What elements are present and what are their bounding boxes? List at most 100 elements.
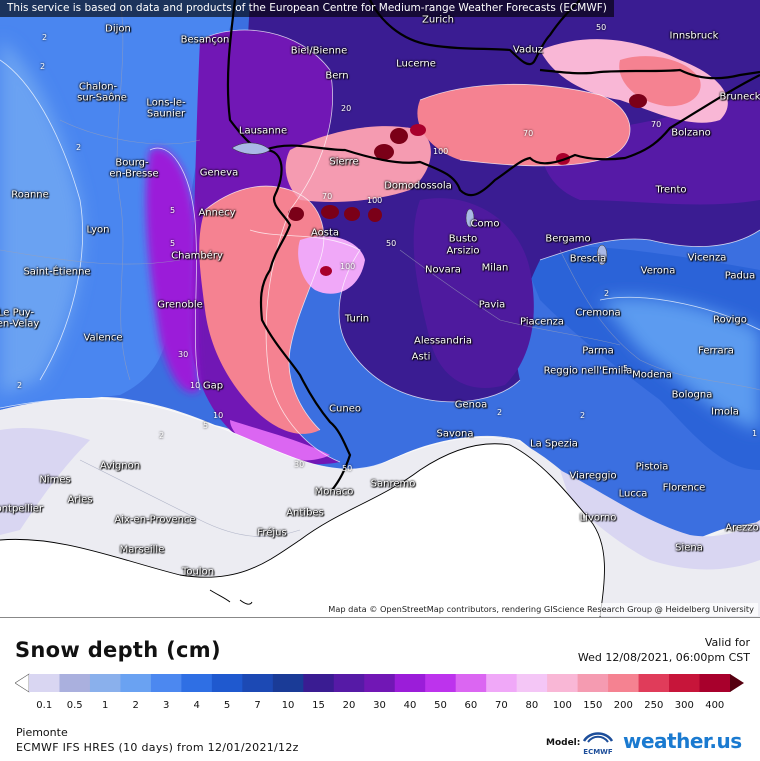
color-scale-swatch [333, 674, 365, 692]
contour-value-label: 2 [604, 289, 610, 298]
city-label: Bologna [671, 389, 713, 401]
contour-value-label: 2 [159, 431, 165, 440]
city-label: Bruneck [719, 91, 760, 103]
model-run-info: ECMWF IFS HRES (10 days) from 12/01/2021… [16, 741, 299, 754]
city-label: Domodossola [384, 180, 452, 192]
color-scale-swatch [181, 674, 213, 692]
contour-value-label: 5 [170, 206, 176, 215]
city-label: Valence [83, 332, 123, 344]
lakes [231, 142, 608, 266]
legend-title: Snow depth (cm) [15, 638, 221, 662]
color-scale-swatch [303, 674, 335, 692]
city-label: Aosta [310, 227, 340, 239]
color-scale-swatch [516, 674, 548, 692]
city-label: Verona [640, 265, 676, 277]
city-label: Reggio nell'Emilia [543, 365, 633, 377]
contour-value-label: 2 [17, 381, 23, 390]
city-label: Ferrara [698, 345, 734, 357]
color-scale-tick-label: 2 [132, 700, 139, 711]
ecmwf-logo: ECMWF [582, 732, 614, 756]
contour-value-label: 100 [367, 196, 383, 205]
snow-depth-map[interactable]: This service is based on data and produc… [0, 0, 760, 617]
city-label: Arles [67, 494, 93, 506]
contour-value-label: 50 [596, 23, 607, 32]
color-scale-max-arrow [730, 674, 744, 692]
color-scale-bar [15, 673, 744, 693]
city-label: Asti [411, 351, 431, 363]
city-label: Como [470, 218, 500, 230]
color-scale-tick-label: 10 [281, 700, 295, 711]
city-label: Bolzano [671, 127, 711, 139]
weather-us-logo[interactable]: weather.us [623, 729, 742, 753]
contour-value-label: 2 [76, 143, 82, 152]
color-scale-tick-label: 40 [403, 700, 417, 711]
city-label: Saunier [146, 108, 186, 120]
contour-value-label: 100 [433, 147, 449, 156]
coastline [0, 443, 605, 617]
city-label: Montpellier [0, 503, 44, 515]
city-label: Biel/Bienne [290, 45, 348, 57]
sea [0, 443, 605, 617]
contour-value-label: 1 [752, 429, 758, 438]
city-label: Piacenza [519, 316, 565, 328]
city-label: Bourg- [115, 157, 149, 169]
region-name: Piemonte [16, 726, 68, 739]
color-scale-swatch [150, 674, 182, 692]
contour-value-label: 10 [213, 411, 224, 420]
color-scale-tick-label: 300 [674, 700, 694, 711]
city-label: Lons-le- [146, 97, 186, 109]
city-label: Monaco [314, 486, 354, 498]
model-label: Model: [546, 738, 581, 748]
ecmwf-notice-banner: This service is based on data and produc… [0, 0, 614, 17]
city-label: Nîmes [39, 474, 71, 486]
contour-lines [0, 29, 760, 470]
city-label: Lucca [618, 488, 648, 500]
contour-value-label: 100 [340, 262, 356, 271]
color-scale-swatch [211, 674, 243, 692]
city-label: Genoa [454, 399, 488, 411]
city-label: Sierre [329, 156, 359, 168]
city-label: Chalon- [78, 81, 118, 93]
city-label: Bern [325, 70, 349, 82]
map-attribution: Map data © OpenStreetMap contributors, r… [324, 603, 758, 616]
city-label: Grenoble [157, 299, 203, 311]
color-scale-swatch [608, 674, 640, 692]
contour-value-label: 20 [341, 104, 352, 113]
contour-value-label: 2 [580, 411, 586, 420]
city-label: Trento [655, 184, 687, 196]
country-borders [226, 0, 760, 491]
contour-value-label: 5 [203, 421, 209, 430]
color-scale-tick-label: 70 [495, 700, 508, 711]
color-scale-swatch [425, 674, 457, 692]
color-scale-tick-label: 15 [312, 700, 325, 711]
color-scale-tick-label: 20 [342, 700, 356, 711]
contour-value-label: 70 [651, 120, 662, 129]
region-borders [0, 0, 760, 537]
city-label: Rovigo [713, 314, 747, 326]
city-label: Alessandria [413, 335, 473, 347]
color-scale-swatch [394, 674, 426, 692]
city-label: Vicenza [687, 252, 727, 264]
city-label: en-Bresse [109, 168, 159, 180]
city-label: Dijon [105, 23, 131, 35]
city-label: Modena [632, 369, 672, 381]
city-label: Cuneo [329, 403, 361, 415]
city-label: Arsizio [446, 245, 480, 257]
city-label: Marseille [119, 544, 165, 556]
contour-value-label: 70 [523, 129, 534, 138]
city-label: Avignon [99, 460, 141, 472]
color-scale-tick-label: 60 [464, 700, 478, 711]
color-scale-swatch [364, 674, 396, 692]
color-scale-tick-label: 0.5 [66, 700, 83, 711]
color-scale-swatch [29, 674, 60, 692]
city-label: Bergamo [545, 233, 591, 245]
contour-value-label: 50 [342, 464, 353, 473]
city-label: sur-Saône [77, 92, 127, 104]
color-scale-swatch [89, 674, 121, 692]
snow-field-peak [288, 94, 647, 276]
city-label: Saint-Étienne [23, 266, 91, 278]
city-label: Padua [724, 270, 756, 282]
color-scale-tick-label: 150 [583, 700, 603, 711]
color-scale-tick-label: 400 [705, 700, 725, 711]
city-label: Turin [344, 313, 370, 325]
